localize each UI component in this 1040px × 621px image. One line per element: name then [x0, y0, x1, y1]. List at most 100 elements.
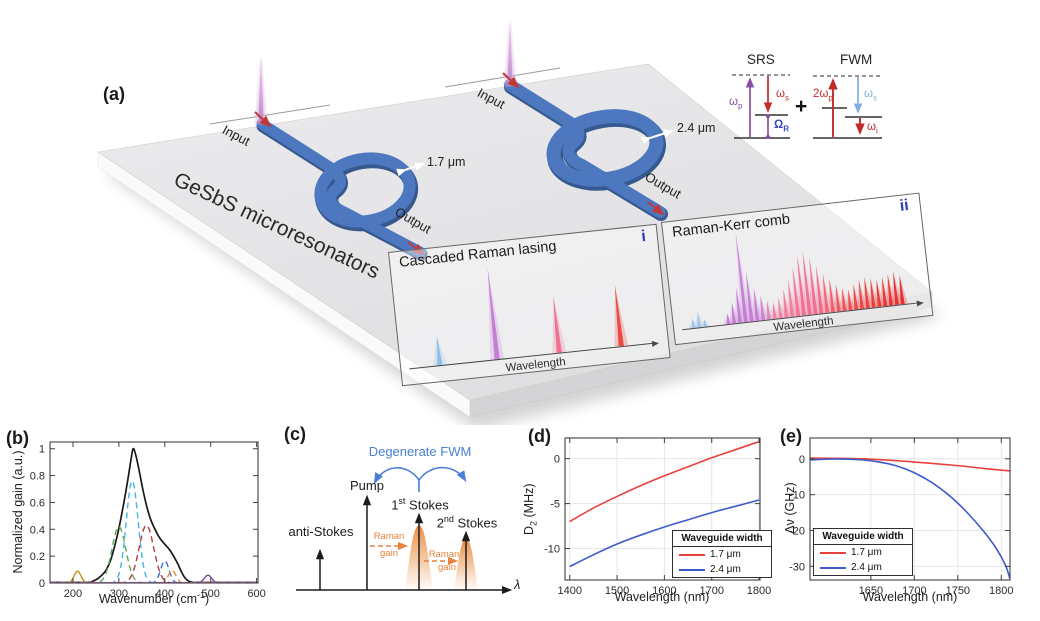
x-tick-label: 200 [64, 588, 82, 600]
comb-spike-glow [775, 297, 786, 319]
comb-spike [697, 311, 702, 328]
comb-spike [899, 274, 905, 305]
y-tick-label: 0 [554, 454, 560, 466]
comb-spike [893, 271, 899, 306]
chart-raman-detuning: 1650 1700 1750 1800 0 -10 -20 -30 Δν (GHz) Wave… [775, 420, 1040, 620]
input-arrow-1 [254, 111, 272, 128]
facet-line-2 [444, 67, 561, 88]
comb-spike [553, 295, 562, 353]
y-tick-label: 0 [39, 578, 45, 590]
comb-spike-glow [802, 251, 815, 316]
lambda-label: λ [514, 577, 521, 592]
panel-d-label: (d) [528, 426, 551, 446]
x-tick-label: 1600 [652, 585, 676, 597]
x-tick-label: 1800 [747, 585, 771, 597]
y-tick-label: 0 [799, 454, 805, 466]
panel-e-label: (e) [780, 426, 802, 446]
comb-spike [614, 284, 624, 347]
x-tick-label: 1700 [902, 585, 926, 597]
chart-e-legend: Waveguide width 1.7 μm 2.4 μm [813, 528, 913, 576]
ring2-width-label: 2.4 μm [677, 121, 716, 135]
omega-s2-label: ωs [864, 88, 877, 103]
x-tick-label: 400 [156, 588, 174, 600]
comb-spike [745, 270, 754, 322]
x-tick-label: 1750 [946, 585, 970, 597]
chip-scene [97, 18, 941, 425]
comb-spike [802, 249, 812, 315]
comb-spike [772, 301, 777, 319]
chart-b-ylabel: Normalized gain (a.u.) [11, 450, 25, 574]
legend-title: Waveguide width [673, 531, 771, 547]
raman-schematic [296, 466, 513, 595]
comb-spike [788, 278, 795, 317]
fwm-arc-right [418, 466, 467, 483]
omega-p-label: ωp [729, 96, 743, 111]
panel-c-label: (c) [284, 424, 306, 444]
series-width-2.4um [810, 458, 1010, 580]
microring-1.7um [314, 152, 416, 228]
comb-spike [864, 276, 870, 309]
comb-spike-glow [735, 233, 752, 323]
comb-spike [726, 313, 731, 325]
y-tick-label: -10 [544, 544, 560, 556]
comb-spike [848, 289, 853, 311]
comb-spike [797, 254, 806, 316]
comb-spike [760, 294, 766, 321]
series-total-gain [50, 447, 257, 583]
plus-sign: + [795, 95, 808, 118]
output-arrow-1 [407, 241, 425, 256]
plot-frame [809, 437, 1011, 581]
y-tick-label: 0.4 [30, 524, 45, 536]
output-arrow-2 [647, 201, 665, 216]
pump-spike-1 [258, 56, 264, 124]
y-tick-label: 0.8 [30, 471, 45, 483]
raman-lasing-spectrum [433, 267, 629, 366]
y-tick-label: -10 [789, 490, 805, 502]
panel-a-label: (a) [103, 84, 125, 104]
omega-i-label: ωi [867, 121, 878, 136]
srs-title: SRS [747, 52, 775, 67]
x-tick-label: 300 [110, 588, 128, 600]
chart-e-ylabel: Δν (GHz) [783, 482, 797, 534]
x-tick-label: 1650 [859, 585, 883, 597]
comb-spike [778, 297, 783, 319]
x-tick-label: 600 [247, 588, 265, 600]
ring2-width-arrow [641, 129, 674, 145]
x-tick-label: 500 [202, 588, 220, 600]
raman-kerr-comb-spectrum [688, 231, 908, 329]
comb-spike-glow [746, 272, 757, 322]
comb-spike [487, 267, 500, 360]
degenerate-fwm-label: Degenerate FWM [368, 444, 472, 459]
legend-swatch-blue [820, 566, 846, 569]
ring1-width-arrow [396, 162, 425, 177]
comb-spike-glow [809, 257, 821, 315]
input-arrow-2 [502, 72, 520, 89]
comb-spike [783, 289, 789, 318]
chart-raman-gain: 200 300 400 500 600 0 0.2 0.4 0.6 0.8 1 Normalized… [0, 420, 270, 620]
comb-spike [703, 319, 708, 327]
y-tick-label: 0.2 [30, 551, 45, 563]
pump-spike-2 [507, 20, 513, 86]
inset-cascaded-raman-lasing: Cascaded Raman lasing i Wavelength [388, 223, 671, 387]
comb-spike-glow [787, 279, 798, 318]
second-stokes-label: 2nd Stokes [436, 514, 498, 531]
fwm-arc-left [373, 467, 420, 485]
comb-spike-glow [487, 270, 505, 360]
comb-spike [822, 272, 830, 313]
comb-spike [753, 287, 760, 321]
series-component-360 [50, 524, 258, 583]
legend-swatch-red [820, 551, 846, 554]
comb-spike-glow [845, 289, 856, 311]
chart-d-xlabel: Wavelength (nm) [614, 590, 710, 604]
comb-spike [809, 256, 818, 315]
series-width-1.7um [569, 440, 760, 523]
legend-entry-1.7um: 1.7 μm [814, 545, 912, 560]
x-tick-label: 1500 [605, 585, 629, 597]
raman-gain-label-1b: gain [380, 548, 398, 559]
comb-spike [858, 279, 865, 310]
fwm-diagram [813, 75, 882, 139]
raman-gain-label-1a: Raman [373, 531, 405, 542]
comb-spike [870, 278, 876, 308]
omega-s-label: ωs [776, 88, 789, 103]
inset-i-tag: i [640, 228, 647, 246]
